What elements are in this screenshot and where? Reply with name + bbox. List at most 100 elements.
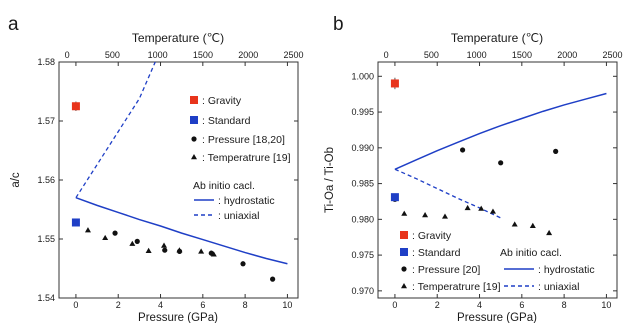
chart-panel-b: Temperature (℃) Pressure (GPa) Ti-Oa / T… bbox=[324, 31, 622, 323]
pressure-point-b bbox=[498, 160, 504, 166]
standard-point-b bbox=[390, 193, 399, 202]
legend-abinitio-title-a: Ab initio cacl. bbox=[193, 180, 255, 192]
x-tick-label-a: 4 bbox=[158, 300, 163, 310]
pressure-point-b bbox=[553, 148, 559, 154]
legend-pressure-marker-a bbox=[191, 136, 197, 142]
legend-standard-marker-a bbox=[190, 116, 198, 124]
x2-tick-label-a: 0 bbox=[65, 50, 70, 60]
x-tick-label-a: 2 bbox=[116, 300, 121, 310]
legend-temperature-label-a: : Temperatrure [19] bbox=[202, 152, 291, 164]
uniaxial-line-a bbox=[75, 61, 156, 199]
chart-panel-a: Temperature (℃) Pressure (GPa) a/c 0 2 4 6 8… bbox=[10, 31, 303, 323]
x2-tick-label-a: 2500 bbox=[283, 50, 303, 60]
legend-standard-label-a: : Standard bbox=[202, 115, 251, 127]
legend-hydrostatic-label-b: : hydrostatic bbox=[538, 264, 595, 276]
temperature-point-b bbox=[489, 208, 496, 214]
x-tick-label-b: 2 bbox=[435, 300, 440, 310]
x2-tick-label-b: 500 bbox=[424, 50, 439, 60]
legend-standard-label-b: : Standard bbox=[412, 247, 461, 259]
y-axis-label-b: Ti-Oa / Ti-Ob bbox=[324, 147, 336, 213]
top-axis-label-a: Temperature (℃) bbox=[132, 31, 224, 45]
x2-tick-label-b: 1000 bbox=[467, 50, 487, 60]
x-tick-label-a: 6 bbox=[200, 300, 205, 310]
legend-temperature-label-b: : Temperatrure [19] bbox=[412, 281, 501, 293]
x2-tick-label-b: 1500 bbox=[512, 50, 532, 60]
temperature-point-b bbox=[422, 212, 429, 218]
pressure-point-b bbox=[460, 147, 466, 153]
x2-tick-label-a: 1000 bbox=[148, 50, 168, 60]
x2-tick-label-b: 2500 bbox=[602, 50, 622, 60]
legend-gravity-label-b: : Gravity bbox=[412, 230, 452, 242]
x-axis-label-a: Pressure (GPa) bbox=[138, 312, 218, 323]
legend-standard-marker-b bbox=[400, 248, 408, 256]
legend-gravity-label-a: : Gravity bbox=[202, 95, 242, 107]
temperature-point-b bbox=[478, 205, 485, 211]
pressure-point-a bbox=[208, 250, 214, 256]
uniaxial-line-b bbox=[394, 168, 501, 219]
legend-gravity-marker-b bbox=[400, 231, 408, 239]
legend-pressure-marker-b bbox=[401, 266, 407, 272]
y-axis-label-a: a/c bbox=[10, 172, 22, 188]
plot-frame-b bbox=[377, 61, 618, 299]
x-tick-label-a: 10 bbox=[282, 300, 292, 310]
x-tick-label-b: 8 bbox=[562, 300, 567, 310]
x2-tick-label-a: 1500 bbox=[193, 50, 213, 60]
temperature-point-a bbox=[161, 242, 168, 248]
x-tick-label-a: 8 bbox=[243, 300, 248, 310]
pressure-point-a bbox=[176, 248, 183, 254]
panel-letter-a: a bbox=[8, 14, 19, 35]
y-tick-label-a: 1.57 bbox=[37, 116, 55, 126]
legend-uniaxial-label-b: : uniaxial bbox=[538, 281, 579, 293]
y-tick-label-b: 0.980 bbox=[351, 214, 374, 224]
temperature-point-b bbox=[401, 210, 408, 216]
legend-b: : Gravity : Standard : Pressure [20] : T… bbox=[412, 230, 595, 293]
x2-tick-label-a: 500 bbox=[105, 50, 120, 60]
x-tick-label-b: 0 bbox=[392, 300, 397, 310]
pressure-point-a bbox=[270, 276, 276, 282]
legend-pressure-label-b: : Pressure [20] bbox=[412, 264, 480, 276]
legend-uniaxial-label-a: : uniaxial bbox=[218, 210, 259, 222]
temperature-point-a bbox=[129, 240, 136, 246]
panel-letter-b: b bbox=[333, 14, 344, 35]
x-axis-label-b: Pressure (GPa) bbox=[457, 312, 537, 323]
hydrostatic-line-b bbox=[394, 92, 607, 170]
temperature-point-b bbox=[511, 221, 518, 227]
temperature-point-b bbox=[546, 229, 553, 236]
gravity-point-a bbox=[71, 102, 80, 111]
y-tick-label-b: 0.975 bbox=[351, 250, 374, 260]
y-tick-label-b: 1.000 bbox=[351, 71, 374, 81]
temperature-point-b bbox=[441, 213, 448, 219]
pressure-point-a bbox=[134, 238, 140, 244]
standard-point-a bbox=[71, 218, 80, 227]
x-tick-label-b: 6 bbox=[519, 300, 524, 310]
temperature-point-b bbox=[529, 222, 536, 228]
pressure-point-a bbox=[240, 261, 246, 267]
x-tick-label-b: 10 bbox=[601, 300, 611, 310]
x2-tick-label-a: 2000 bbox=[238, 50, 258, 60]
legend-abinitio-title-b: Ab initio cacl. bbox=[500, 247, 562, 259]
y-tick-label-b: 0.985 bbox=[351, 179, 374, 189]
y-tick-label-b: 0.990 bbox=[351, 143, 374, 153]
hydrostatic-line-a bbox=[75, 196, 288, 265]
x2-tick-label-b: 0 bbox=[384, 50, 389, 60]
legend-pressure-label-a: : Pressure [18,20] bbox=[202, 134, 285, 146]
top-axis-label-b: Temperature (℃) bbox=[451, 31, 543, 45]
legend-a: : Gravity : Standard : Pressure [18,20] … bbox=[193, 95, 291, 222]
x-tick-label-a: 0 bbox=[73, 300, 78, 310]
y-tick-label-a: 1.54 bbox=[37, 293, 55, 303]
y-tick-label-b: 0.970 bbox=[351, 286, 374, 296]
x-tick-label-b: 4 bbox=[477, 300, 482, 310]
temperature-point-a bbox=[84, 227, 91, 233]
legend-gravity-marker-a bbox=[190, 96, 198, 104]
temperature-point-a bbox=[198, 248, 205, 254]
pressure-point-a bbox=[112, 230, 118, 236]
legend-temperature-marker-b bbox=[401, 283, 407, 289]
x2-tick-label-b: 2000 bbox=[557, 50, 577, 60]
y-tick-label-a: 1.55 bbox=[37, 234, 55, 244]
temperature-point-a bbox=[145, 247, 152, 253]
legend-hydrostatic-label-a: : hydrostatic bbox=[218, 195, 275, 207]
temperature-point-b bbox=[464, 204, 471, 211]
pressure-point-a bbox=[162, 247, 168, 253]
y-tick-label-b: 0.995 bbox=[351, 107, 374, 117]
